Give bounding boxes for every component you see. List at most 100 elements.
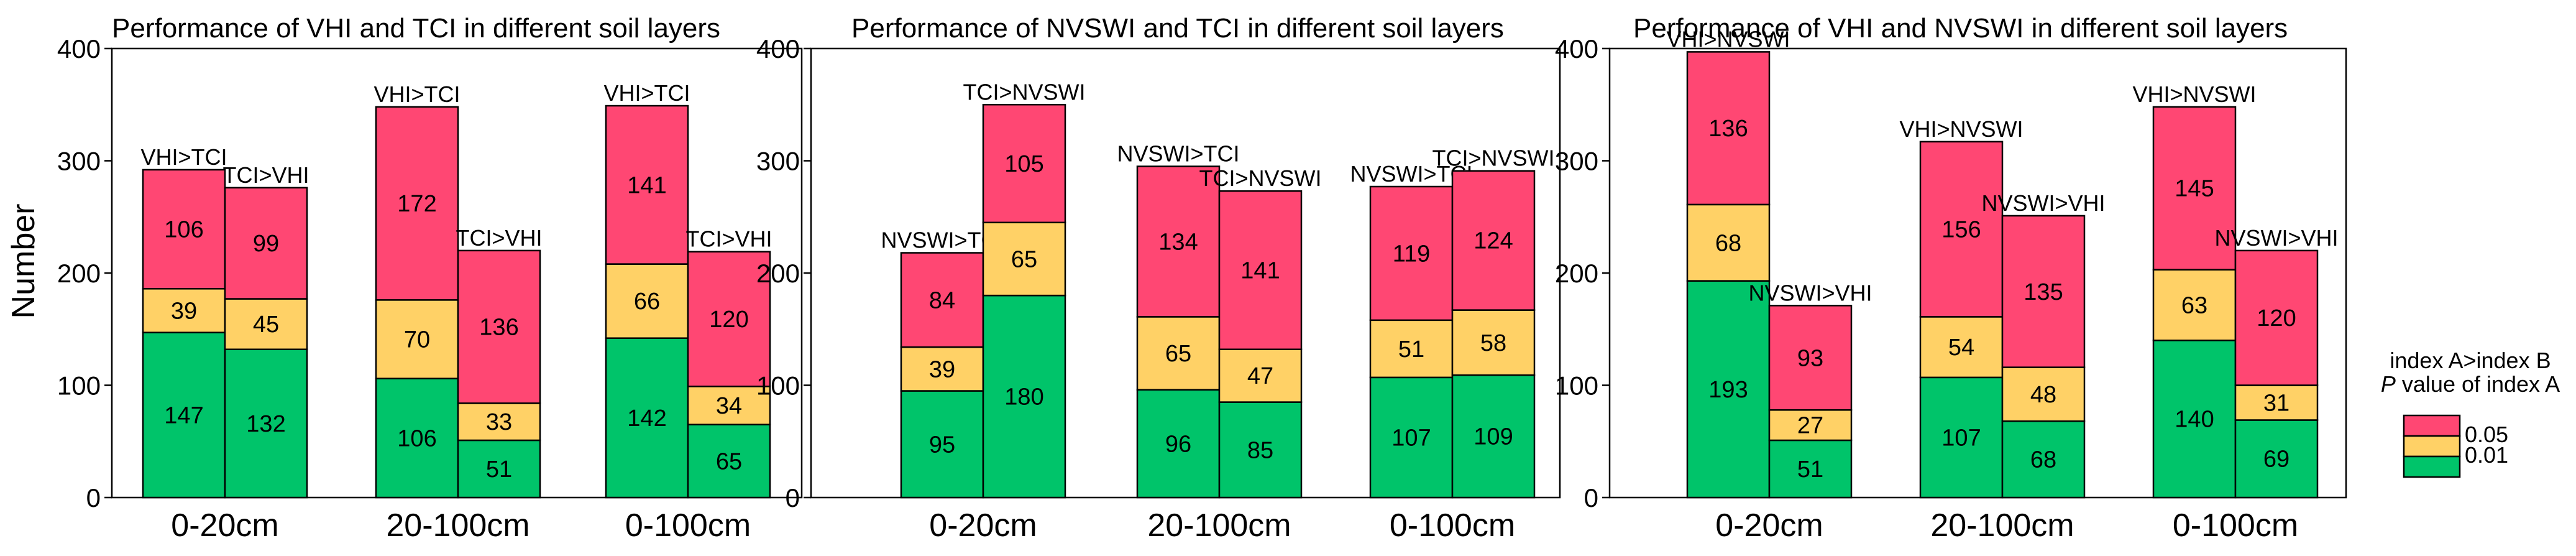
segment-value-label: 68	[2030, 447, 2056, 473]
segment-value-label: 156	[1941, 217, 1981, 243]
segment-value-label: 66	[634, 289, 660, 315]
legend-title-line-2: P value of index A	[2381, 371, 2560, 397]
bar-segment-pink	[982, 104, 1066, 224]
segment-value-label: 136	[1708, 116, 1748, 142]
bar-segment-pink	[1218, 190, 1303, 350]
segment-value-label: 120	[709, 307, 748, 333]
y-tick-label: 400	[57, 34, 101, 63]
segment-value-label: 33	[486, 409, 512, 435]
bar-segment-yellow	[900, 346, 984, 392]
x-tick-label: 0-100cm	[625, 507, 751, 544]
bar-segment-yellow	[605, 263, 689, 339]
bar-segment-green	[1218, 401, 1303, 499]
legend-swatch-yellow	[2403, 435, 2461, 458]
bar-segment-yellow	[2001, 366, 2086, 422]
segment-value-label: 132	[246, 411, 285, 437]
segment-value-label: 141	[1240, 257, 1280, 284]
x-tick-label: 0-100cm	[1390, 507, 1515, 544]
segment-value-label: 124	[1474, 228, 1513, 254]
bar-segment-yellow	[375, 299, 459, 379]
bar-comparison-label: TCI>NVSWI	[1199, 165, 1321, 191]
bar-segment-pink	[224, 187, 308, 300]
bar-comparison-label: VHI>TCI	[374, 81, 460, 107]
bar-segment-green	[457, 439, 541, 499]
segment-value-label: 84	[929, 287, 955, 313]
bar-segment-green	[224, 348, 308, 499]
x-tick-label: 0-20cm	[1715, 507, 1823, 544]
segment-value-label: 193	[1708, 377, 1748, 403]
y-tick-label: 200	[1555, 259, 1598, 288]
legend: index A>index B P value of index A 0.05 …	[2381, 348, 2560, 478]
bar-comparison-label: VHI>NVSWI	[1666, 26, 1790, 52]
segment-value-label: 39	[929, 356, 955, 382]
segment-value-label: 85	[1247, 437, 1273, 463]
chart-panel-2: Performance of NVSWI and TCI in differen…	[756, 13, 1561, 544]
segment-value-label: 95	[929, 432, 955, 458]
bar-comparison-label: VHI>TCI	[140, 144, 227, 170]
segment-value-label: 65	[716, 448, 742, 475]
segment-value-label: 65	[1165, 341, 1191, 367]
legend-item-label-1: 0.05	[2465, 422, 2508, 447]
segment-value-label: 51	[1398, 336, 1424, 363]
y-tick-label: 0	[786, 483, 800, 512]
bar-segment-yellow	[687, 386, 771, 425]
bar-segment-pink	[2152, 106, 2237, 271]
segment-value-label: 109	[1474, 424, 1513, 450]
chart-title-3: Performance of VHI and NVSWI in differen…	[1633, 13, 2288, 44]
segment-value-label: 106	[397, 425, 436, 452]
segment-value-label: 93	[1797, 345, 1823, 371]
segment-value-label: 120	[2257, 305, 2296, 331]
chart-panel-3: Performance of VHI and NVSWI in differen…	[1555, 13, 2347, 544]
chart-title-2: Performance of NVSWI and TCI in differen…	[851, 13, 1504, 44]
segment-value-label: 106	[164, 217, 203, 243]
bar-segment-pink	[1686, 51, 1771, 206]
y-tick-label: 300	[756, 147, 800, 176]
bar-segment-green	[982, 294, 1066, 499]
bar-segment-pink	[2234, 249, 2319, 386]
segment-value-label: 134	[1158, 229, 1198, 255]
bar-segment-yellow	[224, 298, 308, 350]
segment-value-label: 145	[2175, 176, 2214, 202]
bar-comparison-label: TCI>VHI	[456, 225, 542, 251]
chart-title-1: Performance of VHI and TCI in different …	[112, 13, 720, 44]
y-tick-label: 100	[1555, 371, 1598, 401]
bar-comparison-label: TCI>NVSWI	[1432, 146, 1554, 171]
segment-value-label: 141	[627, 172, 666, 198]
bar-segment-green	[900, 390, 984, 499]
bar-segment-yellow	[1451, 309, 1536, 376]
segment-value-label: 31	[2263, 390, 2290, 416]
segment-value-label: 136	[479, 315, 518, 341]
legend-swatch-green	[2403, 455, 2461, 478]
x-tick-label: 20-100cm	[386, 507, 529, 544]
bar-segment-yellow	[2234, 384, 2319, 421]
y-tick-label: 200	[57, 259, 101, 288]
legend-title-line-1: index A>index B	[2390, 348, 2551, 373]
bar-segment-green	[2001, 420, 2086, 499]
legend-title-rest: value of index A	[2396, 371, 2560, 397]
bar-segment-yellow	[1136, 316, 1221, 391]
y-tick-label: 300	[1555, 147, 1598, 176]
y-tick-label: 100	[756, 371, 800, 401]
segment-value-label: 107	[1391, 425, 1431, 451]
chart-panel-1: Performance of VHI and TCI in different …	[57, 13, 803, 544]
segment-value-label: 51	[1797, 456, 1823, 483]
segment-value-label: 96	[1165, 431, 1191, 457]
bar-segment-green	[2234, 419, 2319, 499]
bar-comparison-label: NVSWI>VHI	[1748, 280, 1872, 305]
segment-value-label: 34	[716, 393, 742, 419]
bar-segment-green	[605, 337, 689, 499]
segment-value-label: 27	[1797, 413, 1823, 439]
y-tick-label: 200	[756, 259, 800, 288]
bar-segment-yellow	[1919, 316, 2004, 379]
bar-segment-yellow	[1369, 319, 1454, 379]
segment-value-label: 69	[2263, 447, 2290, 473]
y-tick-label: 100	[57, 371, 101, 401]
bar-segment-green	[2152, 340, 2237, 499]
segment-value-label: 65	[1011, 246, 1037, 272]
segment-value-label: 147	[164, 402, 203, 429]
bar-segment-pink	[1136, 165, 1221, 318]
y-tick-label: 0	[86, 483, 101, 512]
bar-segment-pink	[605, 104, 689, 265]
bar-segment-pink	[142, 169, 226, 290]
